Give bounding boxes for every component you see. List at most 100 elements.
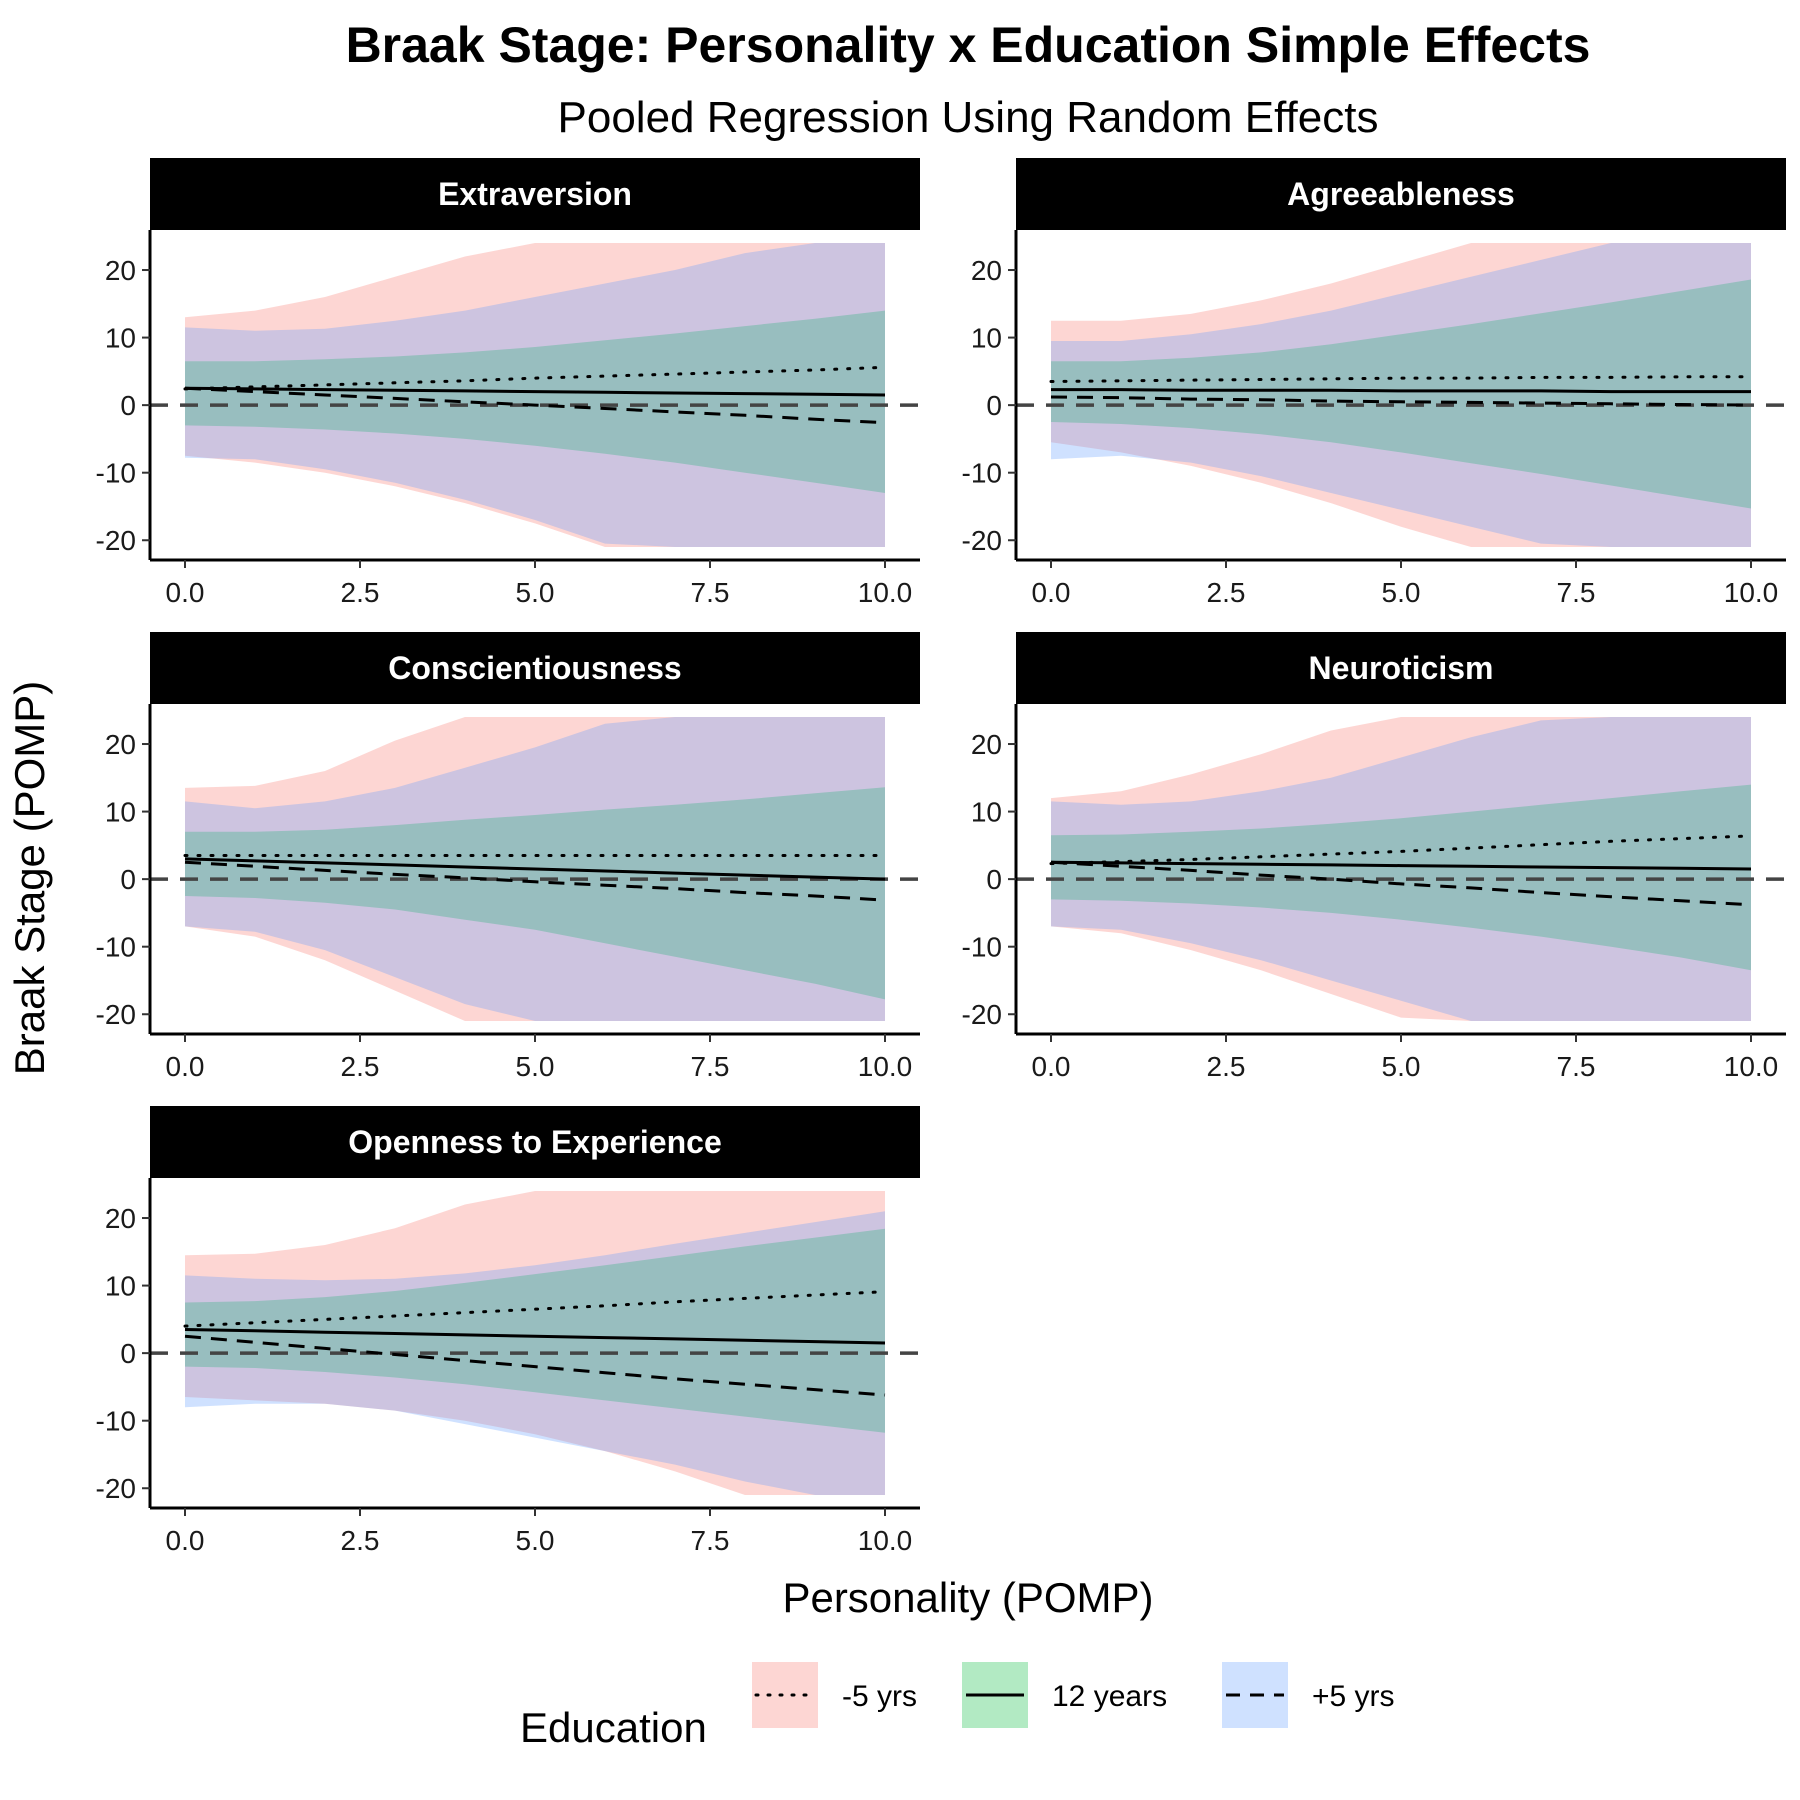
panel-openness-to-experience: Openness to Experience -20 -10 0 10 20 0.0 2.5 5…	[96, 1106, 920, 1556]
chart-subtitle: Pooled Regression Using Random Effects	[558, 93, 1379, 142]
series-line-1	[184, 857, 886, 881]
x-tick-label: 5.0	[1382, 1051, 1421, 1082]
x-tick-label: 7.5	[691, 577, 730, 608]
legend: Education -5 yrs 12 years +5 yrs	[520, 1662, 1395, 1751]
series-line-0	[183, 1290, 887, 1328]
x-tick-label: 2.5	[1207, 577, 1246, 608]
y-tick-label: 0	[120, 864, 136, 895]
plot-area	[150, 717, 920, 1021]
x-tick-label: 10.0	[858, 577, 913, 608]
series-line-0	[183, 365, 887, 391]
strip-label: Extraversion	[438, 176, 632, 212]
y-tick-label: -20	[962, 999, 1002, 1030]
y-tick-label: 20	[971, 255, 1002, 286]
x-tick-label: 0.0	[166, 577, 205, 608]
y-tick-label: -10	[962, 458, 1002, 489]
series-line-1	[1050, 860, 1752, 871]
x-tick-label: 10.0	[858, 1051, 913, 1082]
chart-title: Braak Stage: Personality x Education Sim…	[346, 17, 1591, 73]
x-tick-label: 7.5	[691, 1051, 730, 1082]
series-line-1	[184, 386, 886, 397]
x-tick-label: 2.5	[1207, 1051, 1246, 1082]
ci-ribbon-1	[185, 787, 885, 1000]
y-tick-label: -20	[96, 1473, 136, 1504]
y-tick-label: -20	[96, 999, 136, 1030]
y-tick-label: 10	[105, 323, 136, 354]
series-line-1	[1051, 388, 1751, 394]
y-tick-label: 20	[105, 1203, 136, 1234]
series-line-2	[184, 1334, 886, 1397]
x-tick-label: 5.0	[516, 577, 555, 608]
y-tick-label: 0	[986, 390, 1002, 421]
strip-label: Openness to Experience	[348, 1124, 721, 1160]
ci-ribbon-2	[1051, 717, 1751, 1021]
x-tick-label: 0.0	[1032, 1051, 1071, 1082]
x-tick-label: 10.0	[1724, 577, 1779, 608]
x-tick-label: 10.0	[1724, 1051, 1779, 1082]
strip-header	[150, 1106, 920, 1178]
panel-conscientiousness: Conscientiousness -20 -10 0 10 20 0.0 2.5 5.0 7.5…	[96, 632, 920, 1082]
ci-ribbon-0	[185, 1191, 885, 1495]
ci-ribbon-1	[1051, 279, 1751, 509]
x-tick-label: 5.0	[516, 1525, 555, 1556]
legend-key	[752, 1662, 818, 1728]
x-tick-label: 5.0	[516, 1051, 555, 1082]
y-tick-label: -20	[96, 525, 136, 556]
panels-layer: Extraversion -20 -10 0 10 20 0.0 2.5 5.0 7.5 10.0 A…	[96, 158, 1786, 1556]
y-tick-label: -10	[96, 458, 136, 489]
x-tick-label: 7.5	[1557, 577, 1596, 608]
strip-header	[1016, 632, 1786, 704]
x-tick-label: 2.5	[341, 577, 380, 608]
ci-ribbon-2	[185, 1211, 885, 1495]
ci-ribbon-2	[185, 243, 885, 547]
strip-label: Agreeableness	[1287, 176, 1515, 212]
panel-neuroticism: Neuroticism -20 -10 0 10 20 0.0 2.5 5.0 7.5 10.0	[962, 632, 1786, 1082]
legend-label: +5 yrs	[1312, 1680, 1395, 1713]
ci-ribbon-1	[185, 310, 885, 493]
x-tick-label: 10.0	[858, 1525, 913, 1556]
legend-entry-0: -5 yrs	[752, 1662, 917, 1728]
x-axis-label: Personality (POMP)	[782, 1574, 1153, 1621]
strip-header	[150, 632, 920, 704]
x-tick-label: 0.0	[166, 1051, 205, 1082]
series-line-2	[184, 860, 886, 902]
x-tick-label: 7.5	[691, 1525, 730, 1556]
series-line-2	[1050, 860, 1752, 907]
ci-ribbon-2	[1051, 243, 1751, 547]
panel-agreeableness: Agreeableness -20 -10 0 10 20 0.0 2.5 5.0 7.5 10.0	[962, 158, 1786, 608]
y-tick-label: 10	[105, 1271, 136, 1302]
y-tick-label: -10	[96, 1406, 136, 1437]
series-line-2	[1050, 395, 1752, 407]
ci-ribbon-1	[1051, 784, 1751, 971]
y-tick-label: 10	[105, 797, 136, 828]
x-tick-label: 2.5	[341, 1525, 380, 1556]
strip-header	[1016, 158, 1786, 230]
plot-area	[150, 243, 920, 547]
y-tick-label: 0	[986, 864, 1002, 895]
x-tick-label: 0.0	[1032, 577, 1071, 608]
plot-area	[150, 1191, 920, 1495]
panel-extraversion: Extraversion -20 -10 0 10 20 0.0 2.5 5.0 7.5 10.0	[96, 158, 920, 608]
strip-label: Conscientiousness	[388, 650, 681, 686]
legend-label: -5 yrs	[842, 1680, 917, 1713]
y-tick-label: 20	[105, 255, 136, 286]
x-tick-label: 0.0	[166, 1525, 205, 1556]
series-line-0	[1049, 375, 1753, 383]
series-line-1	[184, 1328, 886, 1345]
plot-area	[1016, 243, 1786, 547]
series-line-2	[184, 386, 886, 425]
y-axis-label: Braak Stage (POMP)	[6, 681, 53, 1075]
x-tick-label: 7.5	[1557, 1051, 1596, 1082]
y-tick-label: 10	[971, 323, 1002, 354]
y-tick-label: 0	[120, 390, 136, 421]
legend-title: Education	[520, 1704, 707, 1751]
y-tick-label: -10	[96, 932, 136, 963]
x-tick-label: 5.0	[1382, 577, 1421, 608]
y-tick-label: 0	[120, 1338, 136, 1369]
y-tick-label: -10	[962, 932, 1002, 963]
strip-header	[150, 158, 920, 230]
x-tick-label: 2.5	[341, 1051, 380, 1082]
ci-ribbon-0	[1051, 717, 1751, 1021]
